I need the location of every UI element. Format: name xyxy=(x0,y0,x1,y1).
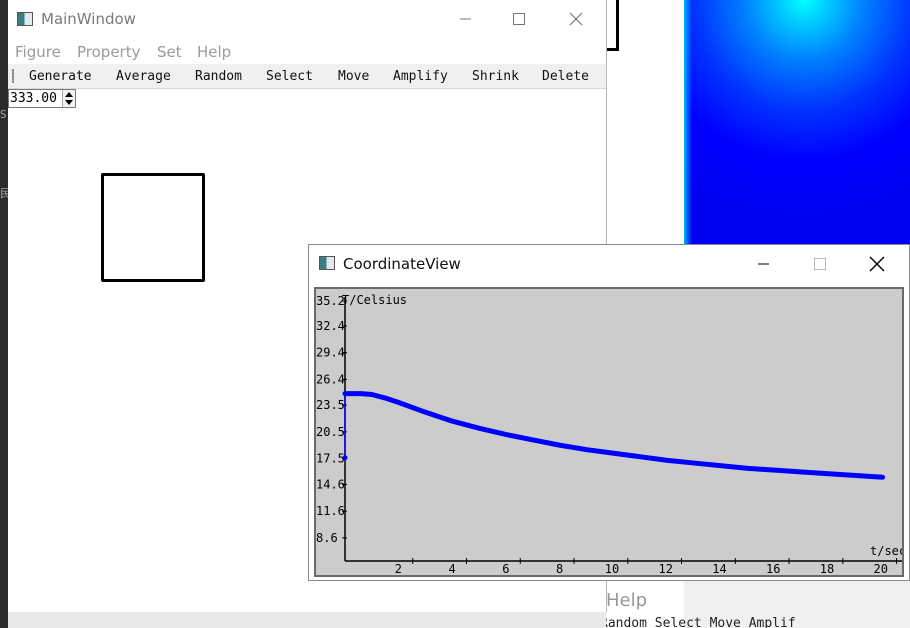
menu-help[interactable]: Help xyxy=(197,43,232,61)
x-tick-label: 14 xyxy=(712,562,726,575)
background-menu-help: Help xyxy=(606,590,648,611)
drawn-rectangle[interactable] xyxy=(101,173,205,282)
spin-down-icon[interactable] xyxy=(65,100,73,105)
select-button[interactable]: Select xyxy=(266,69,313,84)
minimize-icon xyxy=(758,263,769,265)
delete-button[interactable]: Delete xyxy=(542,69,589,84)
y-tick-label: 14.6 xyxy=(316,477,345,491)
plot-area: 35.2 32.4 29.4 26.4 23.5 20.5 17.5 14.6 11.6 8.6 2… xyxy=(314,287,904,577)
y-tick-label: 11.6 xyxy=(316,504,345,518)
minimize-button[interactable] xyxy=(454,8,478,30)
app-icon xyxy=(319,256,335,270)
maximize-button[interactable] xyxy=(507,8,531,30)
status-bar xyxy=(8,612,606,628)
maximize-button xyxy=(808,253,832,275)
close-button[interactable] xyxy=(865,253,889,275)
shrink-button[interactable]: Shrink xyxy=(472,69,519,84)
y-axis-label: T/Celsius xyxy=(342,293,407,307)
x-tick-label: 18 xyxy=(820,562,834,575)
x-tick-label: 16 xyxy=(766,562,780,575)
window-title: CoordinateView xyxy=(343,255,461,273)
background-window-edge: S 民 xyxy=(0,0,11,628)
y-tick-label: 17.5 xyxy=(316,452,345,466)
generate-button[interactable]: Generate xyxy=(29,69,92,84)
average-button[interactable]: Average xyxy=(116,69,171,84)
x-tick-label: 6 xyxy=(502,562,509,575)
maximize-icon xyxy=(513,13,525,25)
x-tick-label: 12 xyxy=(659,562,673,575)
main-window-titlebar[interactable]: MainWindow xyxy=(8,0,606,38)
toolbar-grip-icon[interactable] xyxy=(12,69,14,83)
maximize-icon xyxy=(814,258,826,270)
x-tick-label: 10 xyxy=(605,562,619,575)
temperature-chart: 35.2 32.4 29.4 26.4 23.5 20.5 17.5 14.6 11.6 8.6 2… xyxy=(316,293,902,575)
y-tick-label: 29.4 xyxy=(316,346,345,360)
y-tick-label: 8.6 xyxy=(316,531,338,545)
x-tick-label: 20 xyxy=(874,562,888,575)
background-toolbar-ghost: Random Select Move Amplif xyxy=(600,616,796,628)
spinbox-arrows[interactable] xyxy=(62,90,75,107)
coordinate-window: CoordinateView 35.2 32.4 29.4 26.4 23.5 20.5 1… xyxy=(308,244,910,581)
x-tick-label: 2 xyxy=(395,562,402,575)
move-button[interactable]: Move xyxy=(338,69,370,84)
y-tick-label: 35.2 xyxy=(316,294,345,308)
x-axis-label: t/sec xyxy=(870,544,902,558)
toolbar: Generate Average Random Select Move Ampl… xyxy=(8,64,606,89)
y-tick-label: 32.4 xyxy=(316,319,345,333)
value-spinbox[interactable]: 333.00 xyxy=(8,89,76,108)
menu-property[interactable]: Property xyxy=(77,43,141,61)
x-tick-label: 4 xyxy=(449,562,456,575)
menu-set[interactable]: Set xyxy=(157,43,182,61)
y-tick-label: 20.5 xyxy=(316,425,345,439)
y-tick-label: 26.4 xyxy=(316,372,345,386)
x-tick-label: 8 xyxy=(556,562,563,575)
close-icon xyxy=(869,256,885,272)
window-title: MainWindow xyxy=(41,10,136,28)
spin-up-icon[interactable] xyxy=(65,92,73,97)
close-icon xyxy=(569,12,583,26)
spinbox-value[interactable]: 333.00 xyxy=(10,91,57,106)
amplify-button[interactable]: Amplify xyxy=(393,69,448,84)
coord-window-titlebar[interactable]: CoordinateView xyxy=(309,245,909,281)
app-icon xyxy=(17,12,33,26)
close-button[interactable] xyxy=(564,8,588,30)
series-line xyxy=(342,391,886,480)
menu-bar: Figure Property Set Help xyxy=(8,38,606,64)
y-tick-label: 23.5 xyxy=(316,398,345,412)
initial-point xyxy=(342,455,348,461)
background-gradient-image xyxy=(684,0,910,246)
random-button[interactable]: Random xyxy=(195,69,242,84)
minimize-icon xyxy=(460,18,471,20)
menu-figure[interactable]: Figure xyxy=(15,43,61,61)
minimize-button[interactable] xyxy=(752,253,776,275)
